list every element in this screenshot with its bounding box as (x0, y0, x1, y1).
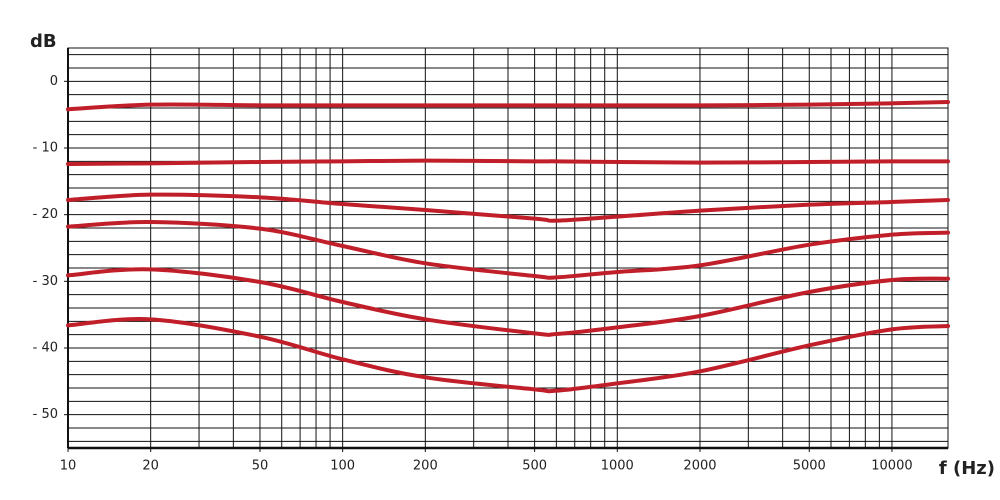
curve (66, 317, 950, 394)
x-tick-label: 100 (330, 459, 355, 474)
curve (66, 192, 950, 223)
curve (66, 267, 950, 337)
curve (66, 219, 950, 280)
y-tick-label: - 30 (33, 274, 58, 289)
x-tick-label: 10 (60, 459, 77, 474)
curve (66, 158, 950, 166)
x-tick-label: 5000 (793, 459, 826, 474)
y-tick-label: - 20 (33, 207, 58, 222)
y-tick-label: - 10 (33, 141, 58, 156)
y-axis-label: dB (30, 31, 57, 52)
x-tick-label: 500 (522, 459, 547, 474)
x-tick-label: 10000 (871, 459, 912, 474)
y-tick-label: - 40 (33, 341, 58, 356)
x-tick-label: 50 (252, 459, 269, 474)
y-tick-label: 0 (50, 74, 58, 89)
x-tick-label: 1000 (601, 459, 634, 474)
x-tick-label: 20 (142, 459, 159, 474)
x-tick-label: 200 (413, 459, 438, 474)
y-tick-label: - 50 (33, 407, 58, 422)
x-axis-label: f (Hz) (939, 458, 995, 479)
curve (66, 100, 950, 112)
x-tick-label: 2000 (683, 459, 716, 474)
